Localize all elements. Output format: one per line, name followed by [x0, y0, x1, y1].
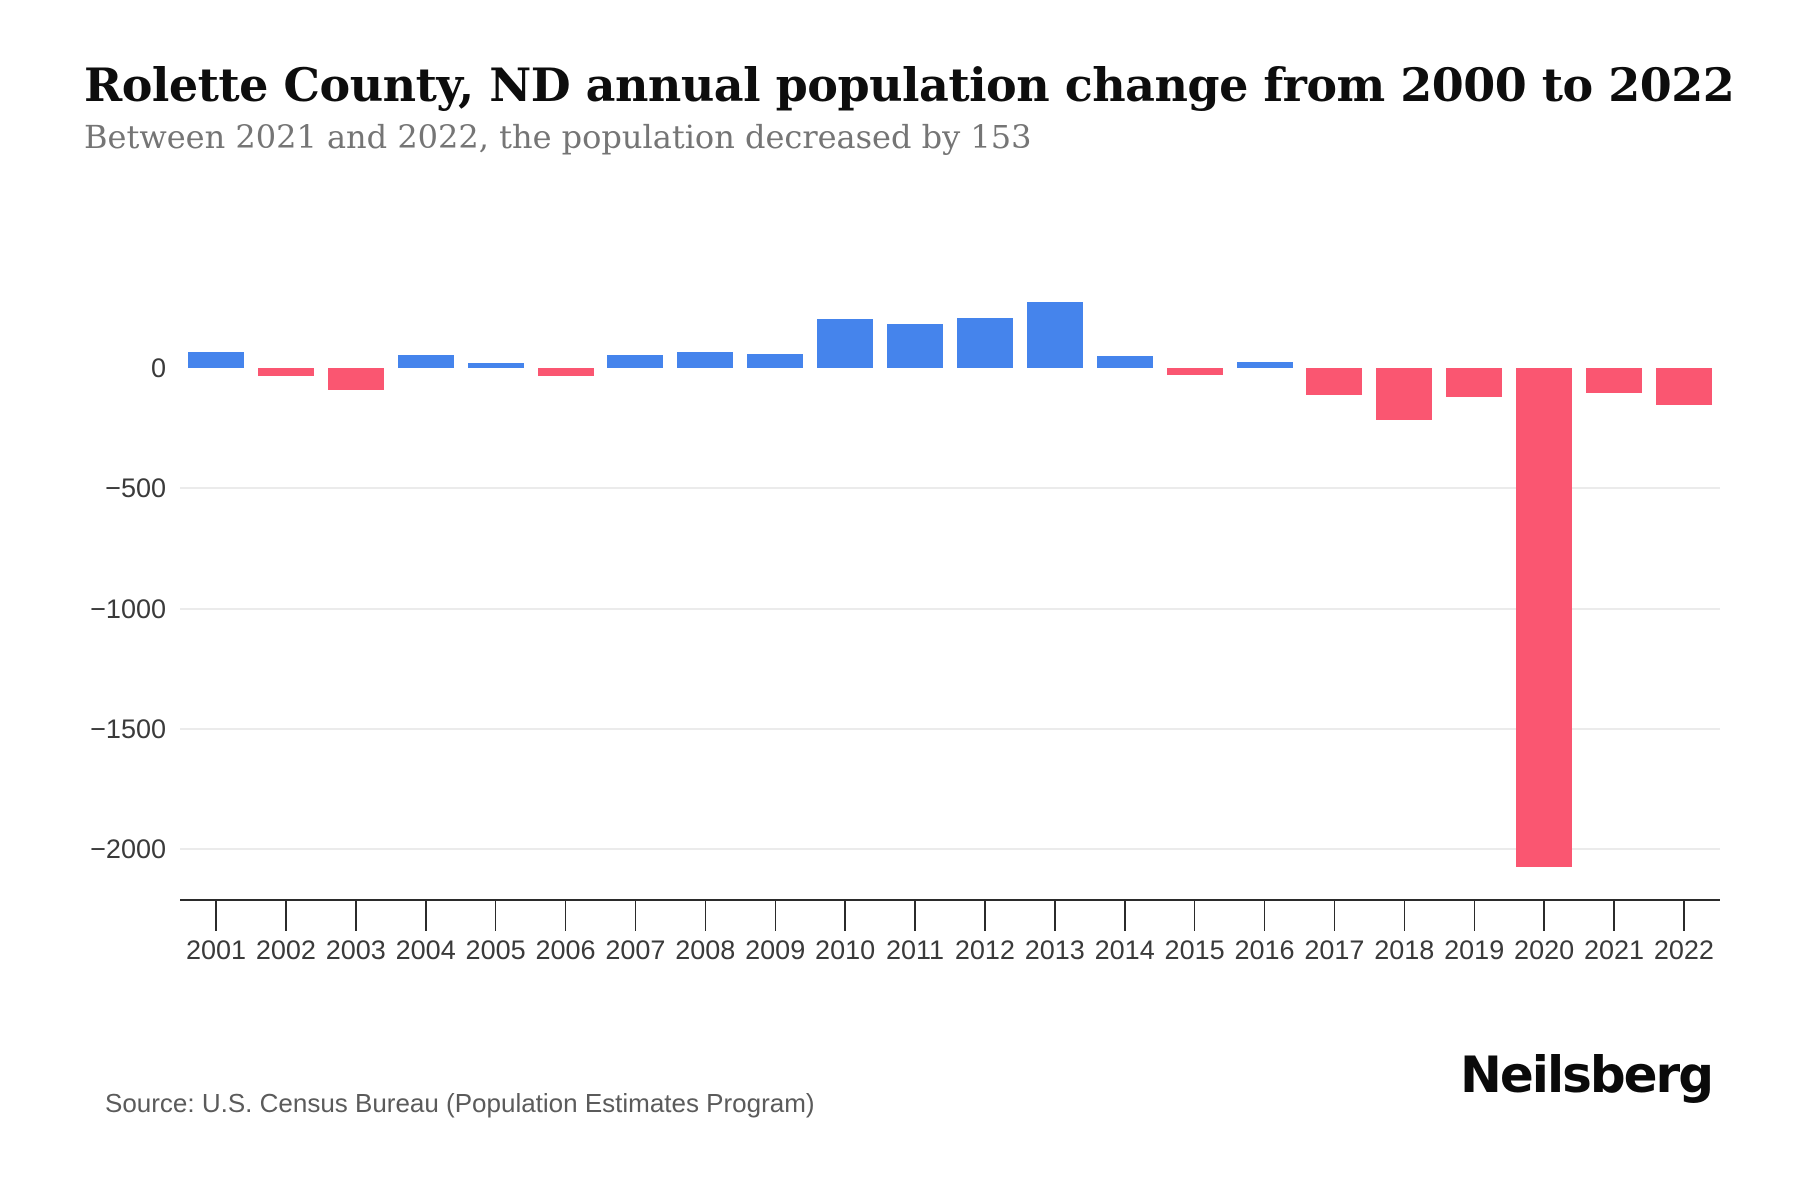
y-axis-tick-label: −1000 — [90, 593, 166, 624]
bar-2017[interactable] — [1306, 368, 1363, 395]
y-axis-tick-label: −2000 — [90, 834, 166, 865]
bar-2021[interactable] — [1586, 368, 1642, 394]
bar-2005[interactable] — [467, 363, 524, 368]
gridline--500 — [180, 487, 1720, 490]
x-axis-label-2014: 2014 — [1094, 935, 1155, 965]
x-axis-label-2001: 2001 — [185, 935, 247, 965]
bar-2013[interactable] — [1026, 301, 1083, 368]
x-axis-tick-2021 — [1613, 901, 1615, 931]
x-axis-tick-2009 — [774, 901, 776, 931]
bar-2011[interactable] — [887, 323, 943, 368]
x-axis-tick-2006 — [564, 901, 567, 931]
bar-2022[interactable] — [1655, 368, 1712, 405]
x-axis-label-2004: 2004 — [395, 935, 456, 965]
bar-2016[interactable] — [1236, 362, 1293, 368]
x-axis-label-2016: 2016 — [1234, 935, 1295, 965]
x-axis-label-2003: 2003 — [325, 935, 386, 965]
y-axis-tick-label: −500 — [105, 473, 166, 504]
x-axis-label-2017: 2017 — [1304, 935, 1365, 965]
page-title: Rolette County, ND annual population cha… — [84, 58, 1735, 112]
x-axis-label-2009: 2009 — [745, 935, 806, 965]
bar-2014[interactable] — [1096, 356, 1153, 368]
x-axis-label-2012: 2012 — [954, 935, 1015, 965]
x-axis-label-2019: 2019 — [1444, 935, 1505, 965]
x-axis-label-2021: 2021 — [1583, 935, 1645, 965]
bar-2010[interactable] — [817, 318, 874, 368]
x-axis-tick-2003 — [355, 901, 357, 931]
x-axis-tick-2001 — [215, 901, 217, 931]
page-subtitle: Between 2021 and 2022, the population de… — [84, 118, 1032, 156]
bar-2001[interactable] — [188, 352, 244, 368]
bar-2006[interactable] — [537, 368, 594, 377]
x-axis-label-2011: 2011 — [885, 935, 945, 965]
x-axis-label-2013: 2013 — [1024, 935, 1085, 965]
x-axis-tick-2010 — [844, 901, 846, 931]
y-axis-tick-label: 0 — [150, 353, 166, 383]
x-axis-label-2007: 2007 — [605, 935, 666, 965]
x-axis-tick-2004 — [425, 901, 427, 931]
x-axis-label-2006: 2006 — [535, 935, 596, 965]
bar-2007[interactable] — [607, 354, 664, 368]
bar-2004[interactable] — [397, 354, 454, 368]
gridline--2000 — [180, 848, 1720, 851]
y-axis-tick-label: −1500 — [90, 713, 166, 744]
x-axis-tick-2012 — [984, 901, 986, 931]
x-axis-tick-2013 — [1054, 901, 1056, 931]
x-axis-label-2002: 2002 — [255, 935, 316, 965]
bar-2019[interactable] — [1446, 368, 1503, 397]
bar-2015[interactable] — [1166, 368, 1223, 376]
bar-2020[interactable] — [1516, 368, 1573, 868]
x-axis-tick-2008 — [704, 901, 707, 931]
x-axis-label-2018: 2018 — [1374, 935, 1435, 965]
x-axis-line — [180, 899, 1720, 901]
x-axis-tick-2005 — [494, 901, 497, 931]
bar-2009[interactable] — [747, 353, 804, 368]
x-axis-label-2005: 2005 — [465, 935, 526, 965]
bar-2012[interactable] — [956, 317, 1013, 368]
x-axis-tick-2019 — [1473, 901, 1475, 931]
gridline--1500 — [180, 727, 1720, 730]
bar-2003[interactable] — [327, 368, 384, 390]
x-axis-tick-2016 — [1263, 901, 1266, 931]
neilsberg-logo: Neilsberg — [1460, 1046, 1714, 1104]
x-axis-tick-2011 — [914, 901, 916, 931]
x-axis-tick-2020 — [1543, 901, 1545, 931]
x-axis-tick-2018 — [1403, 901, 1406, 931]
source-attribution: Source: U.S. Census Bureau (Population E… — [105, 1088, 815, 1118]
x-axis-tick-2015 — [1193, 901, 1196, 931]
x-axis-tick-2002 — [285, 901, 287, 931]
x-axis-tick-2017 — [1333, 901, 1336, 931]
x-axis-label-2020: 2020 — [1514, 935, 1575, 965]
x-axis-label-2008: 2008 — [675, 935, 736, 965]
bar-2002[interactable] — [257, 368, 314, 377]
x-axis-label-2010: 2010 — [815, 935, 876, 965]
x-axis-label-2022: 2022 — [1653, 935, 1714, 965]
gridline--1000 — [180, 607, 1720, 610]
bar-2018[interactable] — [1376, 368, 1433, 420]
x-axis-tick-2014 — [1124, 901, 1126, 931]
bar-2008[interactable] — [677, 352, 734, 368]
x-axis-tick-2022 — [1683, 901, 1685, 931]
x-axis-tick-2007 — [634, 901, 637, 931]
x-axis-label-2015: 2015 — [1164, 935, 1225, 965]
